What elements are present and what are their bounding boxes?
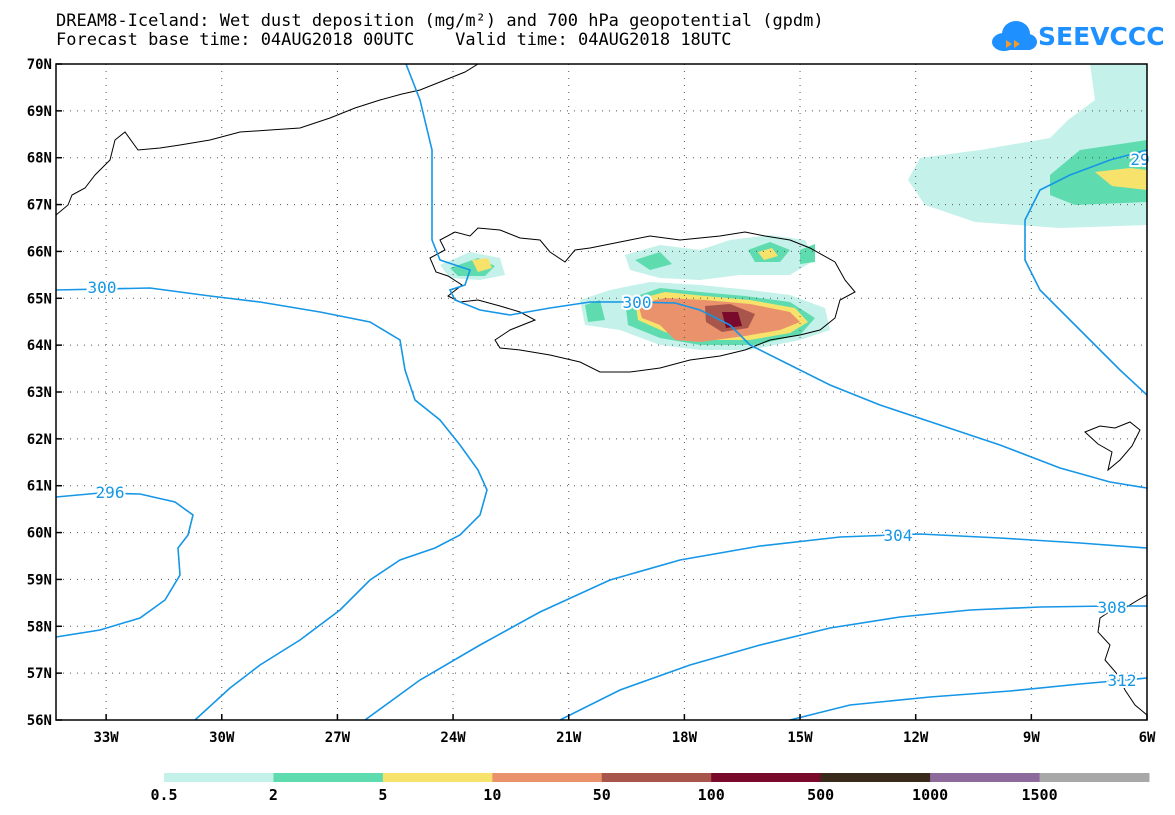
lat-lon-gridlines [56, 64, 1147, 720]
legend-label: 10 [483, 786, 501, 804]
lon-label: 27W [325, 730, 351, 746]
lat-label: 62N [27, 432, 52, 448]
map-subtitle: Forecast base time: 04AUG2018 00UTC Vali… [56, 30, 732, 50]
legend-label: 1500 [1021, 786, 1057, 804]
legend-swatch [711, 773, 822, 782]
legend-label: 100 [698, 786, 725, 804]
lat-label: 68N [27, 151, 52, 167]
legend-swatch [1039, 773, 1150, 782]
contour-304 [364, 533, 1147, 720]
lat-label: 59N [27, 572, 52, 588]
lat-label: 69N [27, 104, 52, 120]
legend-label: 5 [378, 786, 387, 804]
lat-label: 60N [27, 526, 52, 542]
lon-label: 33W [93, 730, 119, 746]
contour-label: 300 [88, 278, 117, 297]
color-legend: 0.5 2 5 10 50 100 500 1000 1500 [150, 773, 1150, 804]
contour-ne [1024, 149, 1147, 396]
legend-swatch [601, 773, 712, 782]
contour-308 [559, 605, 1147, 720]
legend-label: 500 [807, 786, 834, 804]
dust-area-westfjords-max [472, 258, 492, 272]
contour-label: 300 [623, 293, 652, 312]
latitude-labels: 70N 69N 68N 67N 66N 65N 64N 63N 62N 61N 60N 59N 58N 5… [27, 57, 62, 729]
lat-label: 70N [27, 57, 52, 73]
contour-label: 312 [1108, 671, 1137, 690]
contour-label: 304 [884, 526, 913, 545]
longitude-labels: 33W 30W 27W 24W 21W 18W 15W 12W 9W 6W [93, 714, 1156, 746]
faroe-coast [1084, 421, 1141, 472]
legend-swatch [382, 773, 493, 782]
contour-label: 296 [96, 483, 125, 502]
lat-label: 63N [27, 385, 52, 401]
legend-swatch [164, 773, 274, 782]
dust-area-ne-max [1095, 168, 1147, 190]
lat-label: 61N [27, 479, 52, 495]
legend-swatch [492, 773, 603, 782]
contour-296 [56, 492, 194, 638]
legend-swatch [820, 773, 931, 782]
contour-label: 29 [1130, 150, 1149, 169]
map-title: DREAM8-Iceland: Wet dust deposition (mg/… [56, 11, 824, 31]
lat-label: 57N [27, 666, 52, 682]
iceland-coast [429, 227, 856, 373]
logo-text: SEEVCCC [1038, 22, 1165, 51]
lon-label: 9W [1023, 730, 1040, 746]
lat-label: 67N [27, 198, 52, 214]
dust-area-north-core1 [635, 252, 672, 270]
lat-label: 65N [27, 291, 52, 307]
contour-300-iceland [405, 64, 1147, 489]
lon-label: 12W [903, 730, 929, 746]
lon-label: 6W [1139, 730, 1156, 746]
legend-label: 0.5 [150, 786, 177, 804]
lon-label: 24W [440, 730, 466, 746]
lat-label: 58N [27, 619, 52, 635]
geopotential-contours [56, 64, 1147, 720]
legend-label: 1000 [912, 786, 948, 804]
lon-label: 15W [787, 730, 813, 746]
lon-label: 18W [672, 730, 698, 746]
lat-label: 56N [27, 713, 52, 729]
lat-label: 64N [27, 338, 52, 354]
legend-label: 50 [593, 786, 611, 804]
dust-deposition-shading [440, 64, 1147, 350]
lon-label: 21W [556, 730, 582, 746]
lat-label: 66N [27, 244, 52, 260]
dust-area-south-core [585, 300, 605, 322]
greenland-coast [56, 64, 479, 216]
legend-swatch [930, 773, 1041, 782]
coastlines [56, 64, 1147, 716]
cloud-icon [992, 21, 1037, 51]
seevccc-logo: SEEVCCC [990, 18, 1165, 58]
legend-swatch [273, 773, 384, 782]
lon-label: 30W [209, 730, 235, 746]
scotland-coast [1097, 594, 1147, 716]
contour-label: 308 [1098, 598, 1127, 617]
contour-312 [789, 677, 1147, 720]
contour-300-west [56, 287, 488, 720]
contour-labels: 300 300 296 304 308 312 29 [86, 148, 1152, 692]
legend-label: 2 [269, 786, 278, 804]
